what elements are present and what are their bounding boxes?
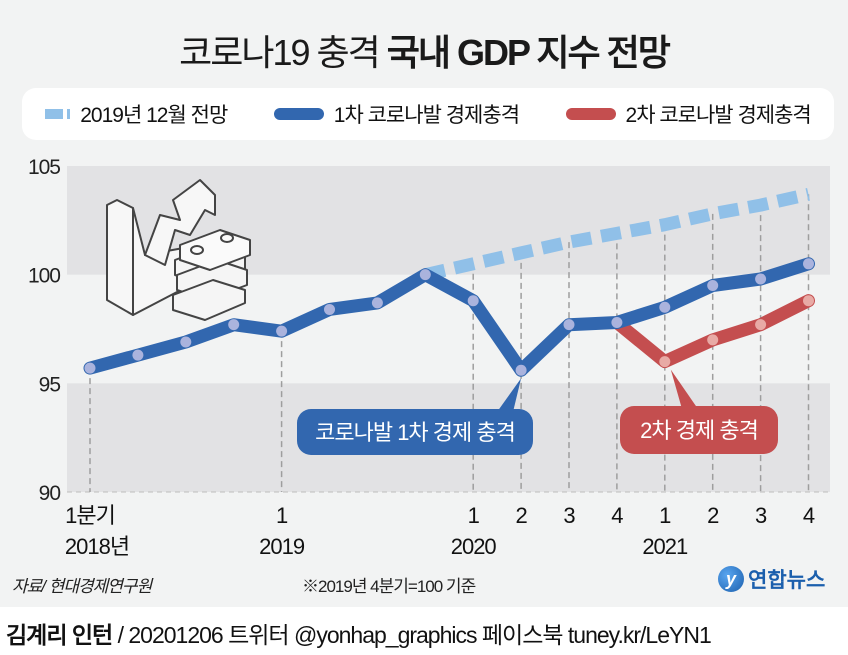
source-label: 자료/ 현대경제연구원 [12, 577, 152, 596]
title-light: 코로나19 충격 [179, 32, 381, 73]
yonhap-logo-icon: y [718, 566, 744, 592]
red-line-swatch-icon [565, 108, 616, 120]
data-point [659, 356, 671, 368]
data-point [803, 258, 814, 270]
data-point [324, 303, 335, 315]
y-tick-label: 100 [28, 265, 60, 288]
x-tick-label: 3 [755, 503, 767, 528]
data-point [755, 273, 767, 285]
logo-text: 연합뉴스 [748, 569, 826, 592]
x-tick-label: 1 [276, 503, 288, 528]
y-tick-label: 105 [28, 156, 60, 179]
data-point [563, 319, 575, 331]
data-point [84, 362, 96, 374]
legend-label: 1차 코로나발 경제충격 [333, 104, 520, 127]
blue-line-swatch-icon [273, 108, 324, 120]
x-year-label: 2021 [642, 534, 688, 559]
data-point [228, 319, 240, 331]
data-point [467, 295, 479, 307]
callout-label: 2차 경제 충격 [640, 418, 758, 443]
x-year-label: 2018년 [65, 534, 129, 559]
data-point [132, 349, 144, 361]
x-tick-label: 2 [707, 503, 719, 528]
x-year-label: 2020 [451, 534, 497, 559]
callout-pointer [670, 369, 698, 409]
money-growth-illustration-icon [106, 179, 251, 321]
data-point [515, 364, 527, 376]
credit-footer: 김계리 인턴 / 20201206 트위터 @yonhap_graphics 페… [6, 616, 712, 650]
callout-box [620, 406, 778, 454]
data-point [180, 336, 192, 348]
yonhap-logo: y 연합뉴스 [718, 564, 825, 594]
data-point [371, 297, 383, 309]
legend-item-second-shock: 2차 코로나발 경제충격 [565, 99, 812, 129]
legend-item-first-shock: 1차 코로나발 경제충격 [273, 99, 520, 129]
data-point [707, 334, 719, 346]
data-point [707, 280, 719, 292]
x-tick-label: 1 [659, 503, 671, 528]
legend-item-forecast: 2019년 12월 전망 [45, 99, 228, 129]
legend: 2019년 12월 전망 1차 코로나발 경제충격 2차 코로나발 경제충격 [22, 88, 834, 140]
callout-box [297, 409, 533, 455]
callout-label: 코로나발 1차 경제 충격 [315, 420, 515, 445]
x-tick-label: 1 [468, 503, 480, 528]
x-tick-label: 2 [515, 503, 527, 528]
dashed-line-swatch-icon [45, 109, 71, 119]
y-tick-label: 90 [39, 482, 61, 505]
legend-label: 2019년 12월 전망 [80, 104, 228, 127]
data-point [276, 325, 288, 337]
baseline-note: ※2019년 4분기=100 기준 [302, 577, 476, 596]
title-bold: 국내 GDP 지수 전망 [386, 32, 671, 73]
y-tick-label: 95 [39, 373, 61, 396]
legend-label: 2차 코로나발 경제충격 [625, 104, 812, 127]
x-tick-label: 1분기 [65, 503, 115, 528]
callout-pointer [497, 378, 522, 412]
data-point [611, 316, 623, 328]
data-point [803, 295, 814, 307]
series-line-first-shock [83, 257, 815, 377]
author: 김계리 인턴 [6, 622, 113, 648]
series-line-forecast [423, 187, 810, 282]
footer-info: / 20201206 트위터 @yonhap_graphics 페이스북 tun… [112, 622, 712, 648]
data-point [659, 301, 671, 313]
data-point [419, 269, 431, 281]
x-tick-label: 4 [803, 503, 815, 528]
line-chart: 90 95 100 105 1분기 1 1 2 3 4 1 2 3 4 2018년 2019 2020 2021… [28, 156, 830, 559]
x-tick-label: 3 [563, 503, 575, 528]
x-tick-label: 4 [611, 503, 623, 528]
chart-title: 코로나19 충격 국내 GDP 지수 전망 [0, 24, 848, 76]
x-year-label: 2019 [259, 534, 305, 559]
data-point [755, 319, 767, 331]
